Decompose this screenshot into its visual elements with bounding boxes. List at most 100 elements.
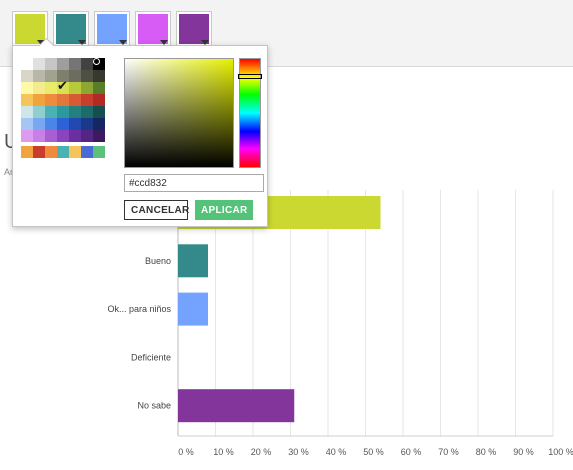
palette-cell[interactable]: [69, 70, 81, 82]
dropdown-caret-icon: [119, 40, 127, 45]
palette-cell[interactable]: [21, 106, 33, 118]
palette-cell[interactable]: [93, 130, 105, 142]
palette-cell[interactable]: [69, 130, 81, 142]
category-label: Ok... para niños: [107, 304, 171, 314]
palette-cell[interactable]: [69, 94, 81, 106]
bar[interactable]: [178, 389, 295, 423]
palette-cell[interactable]: [33, 130, 45, 142]
palette-cell[interactable]: [57, 118, 69, 130]
apply-button[interactable]: APLICAR: [195, 200, 253, 220]
x-tick-label: 60 %: [401, 447, 422, 457]
x-tick-label: 10 %: [213, 447, 234, 457]
palette-cell[interactable]: [21, 118, 33, 130]
palette-cell[interactable]: [81, 58, 93, 70]
swatch-color: [138, 14, 168, 44]
x-tick-label: 70 %: [438, 447, 459, 457]
saturation-cursor[interactable]: [93, 58, 100, 65]
palette-cell[interactable]: [69, 58, 81, 70]
palette-cell[interactable]: [21, 70, 33, 82]
palette-cell[interactable]: [33, 82, 45, 94]
palette-row: [21, 118, 117, 130]
swatch-color: [15, 14, 45, 44]
recent-color-cell[interactable]: [93, 146, 105, 158]
recent-color-cell[interactable]: [33, 146, 45, 158]
palette-cell[interactable]: [57, 106, 69, 118]
page-subtitle: Ar: [4, 167, 13, 177]
palette-cell[interactable]: [45, 130, 57, 142]
category-label: Bueno: [145, 256, 171, 266]
palette-cell[interactable]: [69, 82, 81, 94]
x-tick-label: 50 %: [363, 447, 384, 457]
palette-cell[interactable]: [57, 130, 69, 142]
palette-cell[interactable]: [45, 118, 57, 130]
palette-cell[interactable]: [81, 130, 93, 142]
recent-color-cell[interactable]: [57, 146, 69, 158]
hex-color-input[interactable]: [124, 174, 264, 192]
swatch-color: [56, 14, 86, 44]
palette-cell[interactable]: [81, 106, 93, 118]
hue-slider-handle[interactable]: [238, 74, 262, 79]
x-tick-label: 30 %: [288, 447, 309, 457]
swatch-color: [179, 14, 209, 44]
recent-color-cell[interactable]: [21, 146, 33, 158]
recent-color-cell[interactable]: [45, 146, 57, 158]
palette-cell[interactable]: [21, 58, 33, 70]
palette-cell-selected[interactable]: [57, 79, 69, 94]
palette-cell[interactable]: [33, 118, 45, 130]
color-picker-popup: CANCELAR APLICAR: [12, 37, 268, 227]
palette-cell[interactable]: [21, 94, 33, 106]
palette-cell[interactable]: [33, 94, 45, 106]
palette-cell[interactable]: [93, 94, 105, 106]
x-tick-label: 0 %: [178, 447, 194, 457]
swatch-color: [97, 14, 127, 44]
x-tick-label: 100 %: [548, 447, 573, 457]
palette-cell[interactable]: [93, 118, 105, 130]
palette-cell[interactable]: [93, 106, 105, 118]
bar[interactable]: [178, 244, 208, 278]
palette-cell[interactable]: [45, 58, 57, 70]
x-tick-label: 80 %: [476, 447, 497, 457]
color-palette: [21, 58, 117, 158]
palette-row: [21, 94, 117, 106]
category-label: No sabe: [137, 401, 171, 411]
cancel-button[interactable]: CANCELAR: [124, 200, 189, 220]
x-tick-label: 20 %: [251, 447, 272, 457]
palette-cell[interactable]: [45, 70, 57, 82]
palette-cell[interactable]: [81, 118, 93, 130]
palette-cell[interactable]: [45, 106, 57, 118]
palette-cell[interactable]: [33, 58, 45, 70]
x-tick-label: 90 %: [513, 447, 534, 457]
dropdown-caret-icon: [78, 40, 86, 45]
palette-cell[interactable]: [33, 106, 45, 118]
palette-cell[interactable]: [81, 70, 93, 82]
color-swatch-button[interactable]: [94, 11, 130, 47]
palette-row: [21, 58, 117, 70]
saturation-value-field[interactable]: [124, 58, 234, 168]
recent-color-cell[interactable]: [69, 146, 81, 158]
palette-cell[interactable]: [45, 82, 57, 94]
palette-cell[interactable]: [45, 94, 57, 106]
palette-cell[interactable]: [93, 82, 105, 94]
x-tick-label: 40 %: [326, 447, 347, 457]
palette-cell[interactable]: [57, 58, 69, 70]
palette-cell[interactable]: [21, 82, 33, 94]
palette-row: [21, 130, 117, 142]
category-label: Deficiente: [131, 352, 171, 362]
palette-row: [21, 70, 117, 82]
palette-cell[interactable]: [93, 70, 105, 82]
palette-cell[interactable]: [57, 94, 69, 106]
dropdown-caret-icon: [160, 40, 168, 45]
palette-cell[interactable]: [33, 70, 45, 82]
recent-color-cell[interactable]: [81, 146, 93, 158]
palette-row: [21, 79, 117, 94]
palette-cell[interactable]: [21, 130, 33, 142]
hue-slider[interactable]: [238, 58, 262, 168]
palette-cell[interactable]: [81, 94, 93, 106]
recent-colors-row: [21, 146, 117, 158]
palette-cell[interactable]: [69, 118, 81, 130]
palette-cell[interactable]: [69, 106, 81, 118]
palette-cell[interactable]: [81, 82, 93, 94]
palette-row: [21, 106, 117, 118]
bar[interactable]: [178, 292, 208, 326]
color-swatch-button[interactable]: [53, 11, 89, 47]
